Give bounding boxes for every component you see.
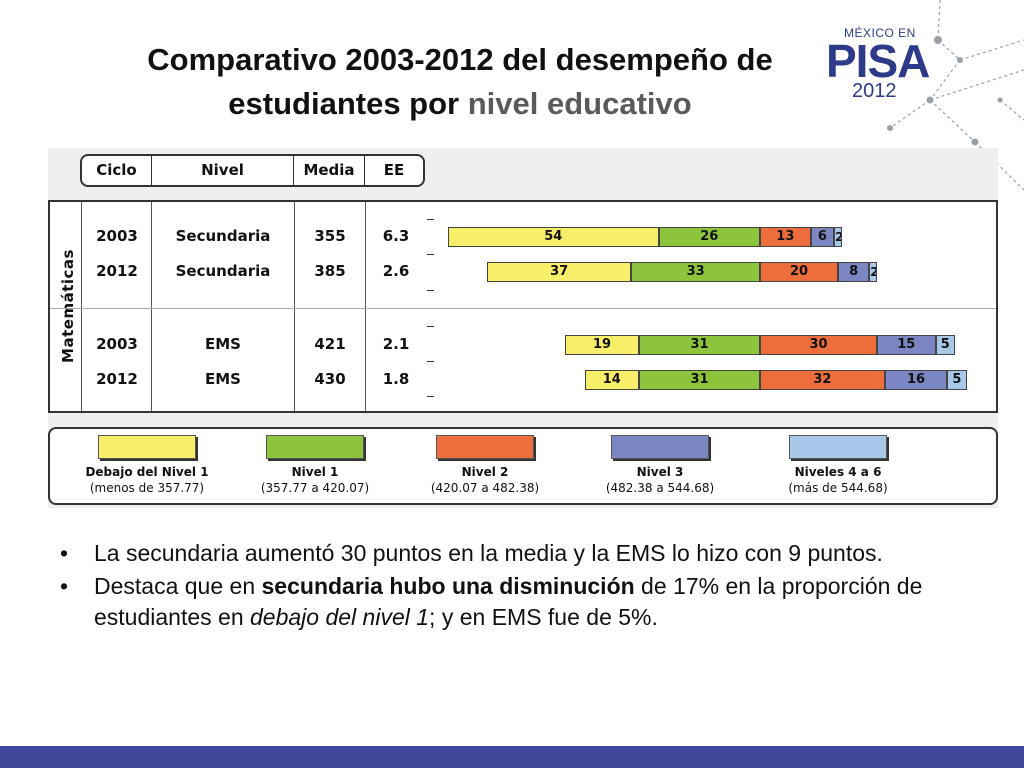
legend-range: (más de 544.68) — [788, 481, 888, 495]
legend-range: (420.07 a 482.38) — [430, 481, 540, 495]
column-divider — [365, 202, 366, 411]
cell-ciclo: 2012 — [96, 370, 138, 388]
bullet-text: ; y en EMS fue de 5%. — [429, 604, 658, 630]
bar-segment: 31 — [639, 335, 760, 355]
column-divider — [151, 202, 152, 411]
legend-swatch — [789, 435, 887, 459]
bar-segment: 30 — [760, 335, 877, 355]
bar-segment: 16 — [884, 370, 948, 390]
legend-swatch — [266, 435, 364, 459]
cell-nivel: EMS — [205, 370, 241, 388]
bar-segment: 2 — [869, 262, 877, 282]
bullet-item: La secundaria aumentó 30 puntos en la me… — [58, 538, 988, 569]
legend-item: Nivel 1 (357.77 a 420.07) — [240, 435, 390, 495]
logo-main-text: PISA — [826, 35, 930, 87]
cell-nivel: EMS — [205, 335, 241, 353]
legend-swatch — [436, 435, 534, 459]
column-divider — [294, 202, 295, 411]
legend-item: Nivel 3 (482.38 a 544.68) — [585, 435, 735, 495]
bar-segment: 5 — [947, 370, 967, 390]
bar-segment: 37 — [487, 262, 632, 282]
title-line-2: estudiantes por nivel educativo — [60, 82, 860, 126]
legend-swatch — [98, 435, 196, 459]
bar-segment: 20 — [760, 262, 838, 282]
logo-top-text: MÉXICO EN — [844, 26, 916, 40]
legend-item: Debajo del Nivel 1 (menos de 357.77) — [72, 435, 222, 495]
header-nivel: Nivel — [152, 156, 294, 185]
bar-segment: 2 — [834, 227, 842, 247]
chart-legend: Debajo del Nivel 1 (menos de 357.77) Nivel… — [48, 427, 998, 505]
legend-label: Nivel 1 — [291, 465, 339, 479]
column-divider — [81, 202, 82, 411]
cell-ee: 2.6 — [382, 262, 410, 280]
bar-segment: 6 — [810, 227, 835, 247]
legend-range: (357.77 a 420.07) — [260, 481, 370, 495]
bar-segment: 54 — [448, 227, 659, 247]
bar-segment: 19 — [565, 335, 640, 355]
bullet-list: La secundaria aumentó 30 puntos en la me… — [58, 538, 988, 635]
bar-segment: 15 — [877, 335, 936, 355]
bar-segment: 32 — [760, 370, 885, 390]
cell-media: 385 — [314, 262, 346, 280]
title-line-2-accent: nivel educativo — [467, 86, 692, 121]
cell-media: 430 — [314, 370, 346, 388]
legend-label: Niveles 4 a 6 — [794, 465, 882, 479]
title-line-2-plain: estudiantes por — [228, 86, 468, 121]
bullet-text: Destaca que en — [94, 573, 262, 599]
cell-ee: 2.1 — [382, 335, 410, 353]
cell-ee: 1.8 — [382, 370, 410, 388]
legend-label: Nivel 2 — [461, 465, 509, 479]
bar-segment: 26 — [658, 227, 760, 247]
bar-segment: 31 — [639, 370, 760, 390]
cell-ciclo: 2003 — [96, 335, 138, 353]
tick-mark — [427, 290, 434, 291]
cell-media: 421 — [314, 335, 346, 353]
bar-segment: 13 — [760, 227, 811, 247]
bullet-item: Destaca que en secundaria hubo una dismi… — [58, 571, 988, 633]
bar-segment: 8 — [838, 262, 870, 282]
legend-item: Nivel 2 (420.07 a 482.38) — [410, 435, 560, 495]
tick-mark — [427, 254, 434, 255]
header-ee: EE — [383, 161, 405, 179]
legend-range: (menos de 357.77) — [89, 481, 205, 495]
legend-label: Nivel 3 — [636, 465, 684, 479]
legend-label: Debajo del Nivel 1 — [85, 465, 209, 479]
bar-segment: 14 — [584, 370, 640, 390]
bar-segment: 33 — [631, 262, 760, 282]
tick-mark — [427, 326, 434, 327]
slide-title: Comparativo 2003-2012 del desempeño de e… — [60, 38, 860, 126]
cell-nivel: Secundaria — [175, 262, 271, 280]
header-ciclo: Ciclo — [82, 156, 152, 185]
tick-mark — [427, 396, 434, 397]
cell-ciclo: 2003 — [96, 227, 138, 245]
bullet-text: La secundaria aumentó 30 puntos en la me… — [94, 540, 883, 566]
subject-label: Matemáticas — [59, 249, 77, 363]
tick-mark — [427, 361, 434, 362]
legend-item: Niveles 4 a 6 (más de 544.68) — [763, 435, 913, 495]
cell-media: 355 — [314, 227, 346, 245]
cell-ee: 6.3 — [382, 227, 410, 245]
legend-range: (482.38 a 544.68) — [605, 481, 715, 495]
table-header: Ciclo Nivel Media EE — [80, 154, 425, 187]
row-group-divider — [50, 308, 996, 309]
footer-bar — [0, 746, 1024, 768]
title-line-1: Comparativo 2003-2012 del desempeño de — [147, 42, 773, 77]
logo-year-text: 2012 — [852, 80, 897, 102]
cell-nivel: Secundaria — [175, 227, 271, 245]
cell-ciclo: 2012 — [96, 262, 138, 280]
legend-swatch — [611, 435, 709, 459]
mexico-en-pisa-logo: MÉXICO EN PISA 2012 — [826, 26, 946, 106]
bullet-text: de 17% en la proporción de estudiantes e… — [94, 573, 923, 630]
tick-mark — [427, 219, 434, 220]
header-media: Media — [294, 156, 365, 185]
bullet-text: debajo del nivel 1 — [250, 604, 430, 630]
bullet-text: secundaria hubo una disminución — [261, 573, 635, 599]
results-table: Matemáticas 2003 Secundaria 355 6.3 2012… — [48, 200, 998, 413]
bar-segment: 5 — [935, 335, 955, 355]
